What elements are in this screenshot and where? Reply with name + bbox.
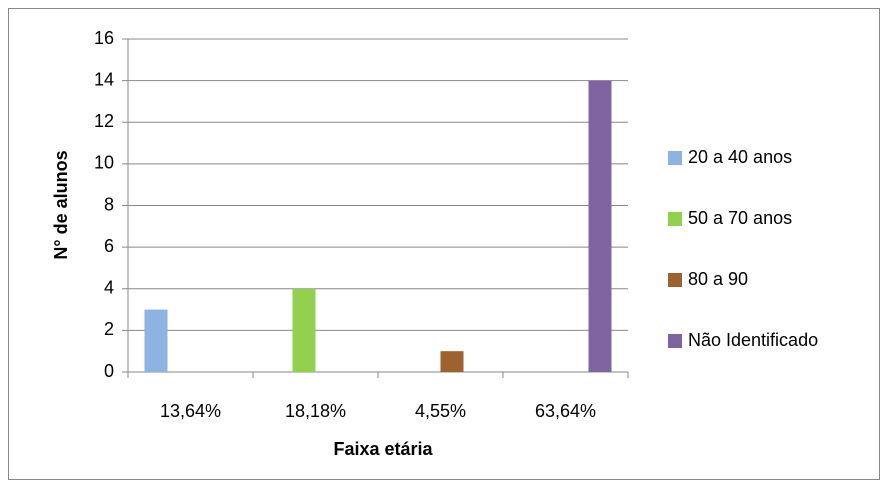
x-tick-label: 13,64% [160, 401, 221, 421]
y-tick-label: 2 [104, 319, 114, 339]
bar [588, 80, 612, 372]
legend-swatch [668, 273, 682, 287]
y-tick-label: 14 [94, 69, 114, 89]
y-axis-label: N° de alunos [51, 150, 71, 259]
y-tick-label: 4 [104, 278, 114, 298]
x-tick-label: 63,64% [535, 401, 596, 421]
y-tick-label: 12 [94, 111, 114, 131]
bar [144, 309, 168, 372]
y-tick-label: 10 [94, 153, 114, 173]
legend-swatch [668, 212, 682, 226]
legend-label: 80 a 90 [688, 269, 748, 289]
legend-swatch [668, 151, 682, 165]
legend-label: 50 a 70 anos [688, 208, 792, 228]
y-tick-label: 6 [104, 236, 114, 256]
y-tick-label: 16 [94, 28, 114, 48]
chart-border [8, 8, 880, 480]
x-tick-label: 4,55% [415, 401, 466, 421]
y-tick-label: 8 [104, 194, 114, 214]
x-tick-label: 18,18% [285, 401, 346, 421]
x-axis-label: Faixa etária [333, 439, 433, 459]
bar [292, 288, 316, 372]
y-tick-label: 0 [104, 361, 114, 381]
legend-swatch [668, 334, 682, 348]
legend-label: Não Identificado [688, 330, 818, 350]
legend-label: 20 a 40 anos [688, 147, 792, 167]
bar [440, 351, 464, 372]
